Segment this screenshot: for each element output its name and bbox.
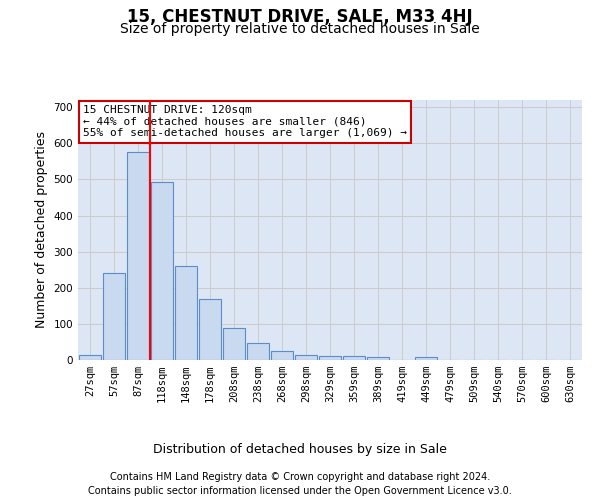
- Bar: [199, 298, 221, 360]
- Text: Distribution of detached houses by size in Sale: Distribution of detached houses by size …: [153, 442, 447, 456]
- Text: Contains public sector information licensed under the Open Government Licence v3: Contains public sector information licen…: [88, 486, 512, 496]
- Bar: [415, 358, 437, 360]
- Bar: [151, 182, 173, 360]
- Bar: [271, 351, 293, 360]
- Bar: [175, 266, 197, 360]
- Y-axis label: Number of detached properties: Number of detached properties: [35, 132, 48, 328]
- Bar: [295, 356, 317, 360]
- Bar: [247, 342, 269, 360]
- Bar: [367, 358, 389, 360]
- Text: 15 CHESTNUT DRIVE: 120sqm
← 44% of detached houses are smaller (846)
55% of semi: 15 CHESTNUT DRIVE: 120sqm ← 44% of detac…: [83, 105, 407, 138]
- Text: Contains HM Land Registry data © Crown copyright and database right 2024.: Contains HM Land Registry data © Crown c…: [110, 472, 490, 482]
- Bar: [319, 356, 341, 360]
- Text: 15, CHESTNUT DRIVE, SALE, M33 4HJ: 15, CHESTNUT DRIVE, SALE, M33 4HJ: [127, 8, 473, 26]
- Bar: [223, 328, 245, 360]
- Bar: [127, 152, 149, 360]
- Bar: [103, 274, 125, 360]
- Bar: [343, 356, 365, 360]
- Bar: [79, 356, 101, 360]
- Text: Size of property relative to detached houses in Sale: Size of property relative to detached ho…: [120, 22, 480, 36]
